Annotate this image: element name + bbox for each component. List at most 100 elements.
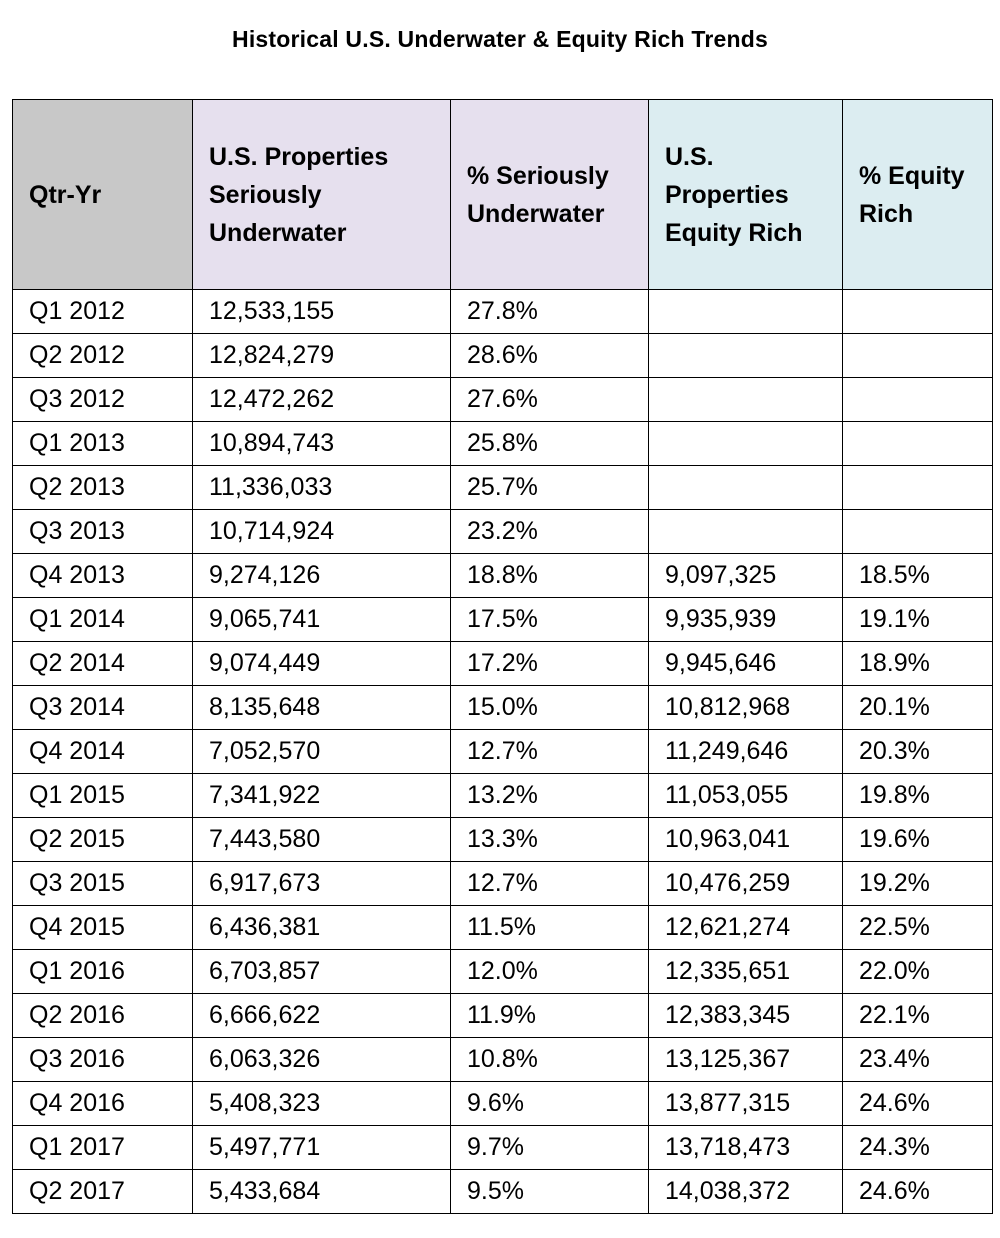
cell-pct-underwater: 27.8%	[450, 289, 649, 334]
table-row: Q3 2012 12,472,262 27.6%	[12, 377, 993, 422]
cell-properties-underwater: 6,917,673	[192, 861, 451, 906]
cell-pct-equity-rich: 22.1%	[842, 993, 993, 1038]
cell-pct-equity-rich: 22.0%	[842, 949, 993, 994]
cell-qtr-yr: Q3 2015	[12, 861, 193, 906]
cell-properties-equity-rich: 9,935,939	[648, 597, 843, 642]
cell-qtr-yr: Q2 2015	[12, 817, 193, 862]
cell-pct-equity-rich: 24.6%	[842, 1081, 993, 1126]
table-row: Q2 2013 11,336,033 25.7%	[12, 465, 993, 510]
cell-qtr-yr: Q4 2015	[12, 905, 193, 950]
table-row: Q4 2015 6,436,381 11.5% 12,621,274 22.5%	[12, 905, 993, 950]
cell-qtr-yr: Q1 2017	[12, 1125, 193, 1170]
table-row: Q2 2012 12,824,279 28.6%	[12, 333, 993, 378]
cell-pct-underwater: 18.8%	[450, 553, 649, 598]
cell-pct-equity-rich: 18.9%	[842, 641, 993, 686]
table-row: Q1 2017 5,497,771 9.7% 13,718,473 24.3%	[12, 1125, 993, 1170]
cell-pct-equity-rich: 24.3%	[842, 1125, 993, 1170]
trends-table: Qtr-Yr U.S. Properties Seriously Underwa…	[12, 99, 993, 1214]
cell-pct-underwater: 12.7%	[450, 729, 649, 774]
cell-properties-underwater: 9,065,741	[192, 597, 451, 642]
cell-qtr-yr: Q1 2013	[12, 421, 193, 466]
cell-properties-equity-rich	[648, 465, 843, 510]
table-row: Q1 2012 12,533,155 27.8%	[12, 289, 993, 334]
cell-properties-underwater: 10,714,924	[192, 509, 451, 554]
cell-pct-underwater: 17.2%	[450, 641, 649, 686]
cell-pct-equity-rich: 22.5%	[842, 905, 993, 950]
cell-pct-equity-rich: 19.2%	[842, 861, 993, 906]
cell-properties-underwater: 6,703,857	[192, 949, 451, 994]
cell-properties-underwater: 8,135,648	[192, 685, 451, 730]
cell-pct-equity-rich: 18.5%	[842, 553, 993, 598]
table-row: Q3 2014 8,135,648 15.0% 10,812,968 20.1%	[12, 685, 993, 730]
cell-qtr-yr: Q3 2013	[12, 509, 193, 554]
cell-properties-underwater: 12,472,262	[192, 377, 451, 422]
header-pct-underwater: % Seriously Underwater	[450, 99, 649, 290]
table-row: Q1 2015 7,341,922 13.2% 11,053,055 19.8%	[12, 773, 993, 818]
cell-properties-underwater: 5,433,684	[192, 1169, 451, 1214]
cell-pct-equity-rich	[842, 377, 993, 422]
cell-properties-underwater: 11,336,033	[192, 465, 451, 510]
cell-properties-equity-rich: 13,125,367	[648, 1037, 843, 1082]
cell-qtr-yr: Q2 2013	[12, 465, 193, 510]
cell-pct-equity-rich	[842, 509, 993, 554]
cell-properties-underwater: 6,666,622	[192, 993, 451, 1038]
cell-properties-underwater: 9,074,449	[192, 641, 451, 686]
cell-properties-underwater: 6,436,381	[192, 905, 451, 950]
cell-properties-equity-rich: 13,877,315	[648, 1081, 843, 1126]
table-row: Q2 2014 9,074,449 17.2% 9,945,646 18.9%	[12, 641, 993, 686]
cell-pct-underwater: 15.0%	[450, 685, 649, 730]
header-row: Qtr-Yr U.S. Properties Seriously Underwa…	[12, 99, 993, 290]
cell-qtr-yr: Q1 2014	[12, 597, 193, 642]
cell-properties-equity-rich: 9,945,646	[648, 641, 843, 686]
cell-properties-equity-rich: 11,053,055	[648, 773, 843, 818]
cell-qtr-yr: Q2 2016	[12, 993, 193, 1038]
cell-properties-underwater: 10,894,743	[192, 421, 451, 466]
cell-pct-equity-rich: 19.1%	[842, 597, 993, 642]
cell-pct-underwater: 12.0%	[450, 949, 649, 994]
table-row: Q4 2016 5,408,323 9.6% 13,877,315 24.6%	[12, 1081, 993, 1126]
table-title: Historical U.S. Underwater & Equity Rich…	[232, 26, 768, 52]
table-row: Q3 2015 6,917,673 12.7% 10,476,259 19.2%	[12, 861, 993, 906]
header-properties-underwater: U.S. Properties Seriously Underwater	[192, 99, 451, 290]
cell-pct-underwater: 28.6%	[450, 333, 649, 378]
cell-pct-equity-rich: 19.8%	[842, 773, 993, 818]
cell-pct-equity-rich: 20.3%	[842, 729, 993, 774]
cell-properties-underwater: 5,497,771	[192, 1125, 451, 1170]
cell-properties-equity-rich: 10,963,041	[648, 817, 843, 862]
cell-qtr-yr: Q4 2014	[12, 729, 193, 774]
cell-properties-underwater: 12,824,279	[192, 333, 451, 378]
cell-qtr-yr: Q2 2017	[12, 1169, 193, 1214]
cell-pct-underwater: 23.2%	[450, 509, 649, 554]
cell-qtr-yr: Q3 2012	[12, 377, 193, 422]
cell-pct-underwater: 11.5%	[450, 905, 649, 950]
cell-pct-underwater: 13.3%	[450, 817, 649, 862]
cell-properties-underwater: 5,408,323	[192, 1081, 451, 1126]
cell-properties-equity-rich: 10,476,259	[648, 861, 843, 906]
cell-qtr-yr: Q1 2016	[12, 949, 193, 994]
cell-qtr-yr: Q1 2012	[12, 289, 193, 334]
cell-properties-equity-rich	[648, 333, 843, 378]
table-row: Q1 2014 9,065,741 17.5% 9,935,939 19.1%	[12, 597, 993, 642]
cell-properties-equity-rich: 13,718,473	[648, 1125, 843, 1170]
cell-pct-equity-rich	[842, 333, 993, 378]
cell-pct-underwater: 17.5%	[450, 597, 649, 642]
table-row: Q1 2013 10,894,743 25.8%	[12, 421, 993, 466]
cell-properties-underwater: 6,063,326	[192, 1037, 451, 1082]
cell-pct-underwater: 9.6%	[450, 1081, 649, 1126]
cell-properties-equity-rich	[648, 421, 843, 466]
cell-qtr-yr: Q2 2012	[12, 333, 193, 378]
cell-qtr-yr: Q1 2015	[12, 773, 193, 818]
table-row: Q1 2016 6,703,857 12.0% 12,335,651 22.0%	[12, 949, 993, 994]
table-body: Q1 2012 12,533,155 27.8% Q2 2012 12,824,279 2…	[12, 289, 993, 1214]
cell-properties-equity-rich: 14,038,372	[648, 1169, 843, 1214]
table-row: Q4 2014 7,052,570 12.7% 11,249,646 20.3%	[12, 729, 993, 774]
cell-properties-underwater: 7,052,570	[192, 729, 451, 774]
cell-properties-underwater: 12,533,155	[192, 289, 451, 334]
table-row: Q4 2013 9,274,126 18.8% 9,097,325 18.5%	[12, 553, 993, 598]
cell-properties-equity-rich	[648, 289, 843, 334]
cell-properties-equity-rich: 12,621,274	[648, 905, 843, 950]
cell-pct-equity-rich	[842, 421, 993, 466]
table-row: Q3 2013 10,714,924 23.2%	[12, 509, 993, 554]
table-row: Q2 2016 6,666,622 11.9% 12,383,345 22.1%	[12, 993, 993, 1038]
cell-properties-underwater: 7,341,922	[192, 773, 451, 818]
